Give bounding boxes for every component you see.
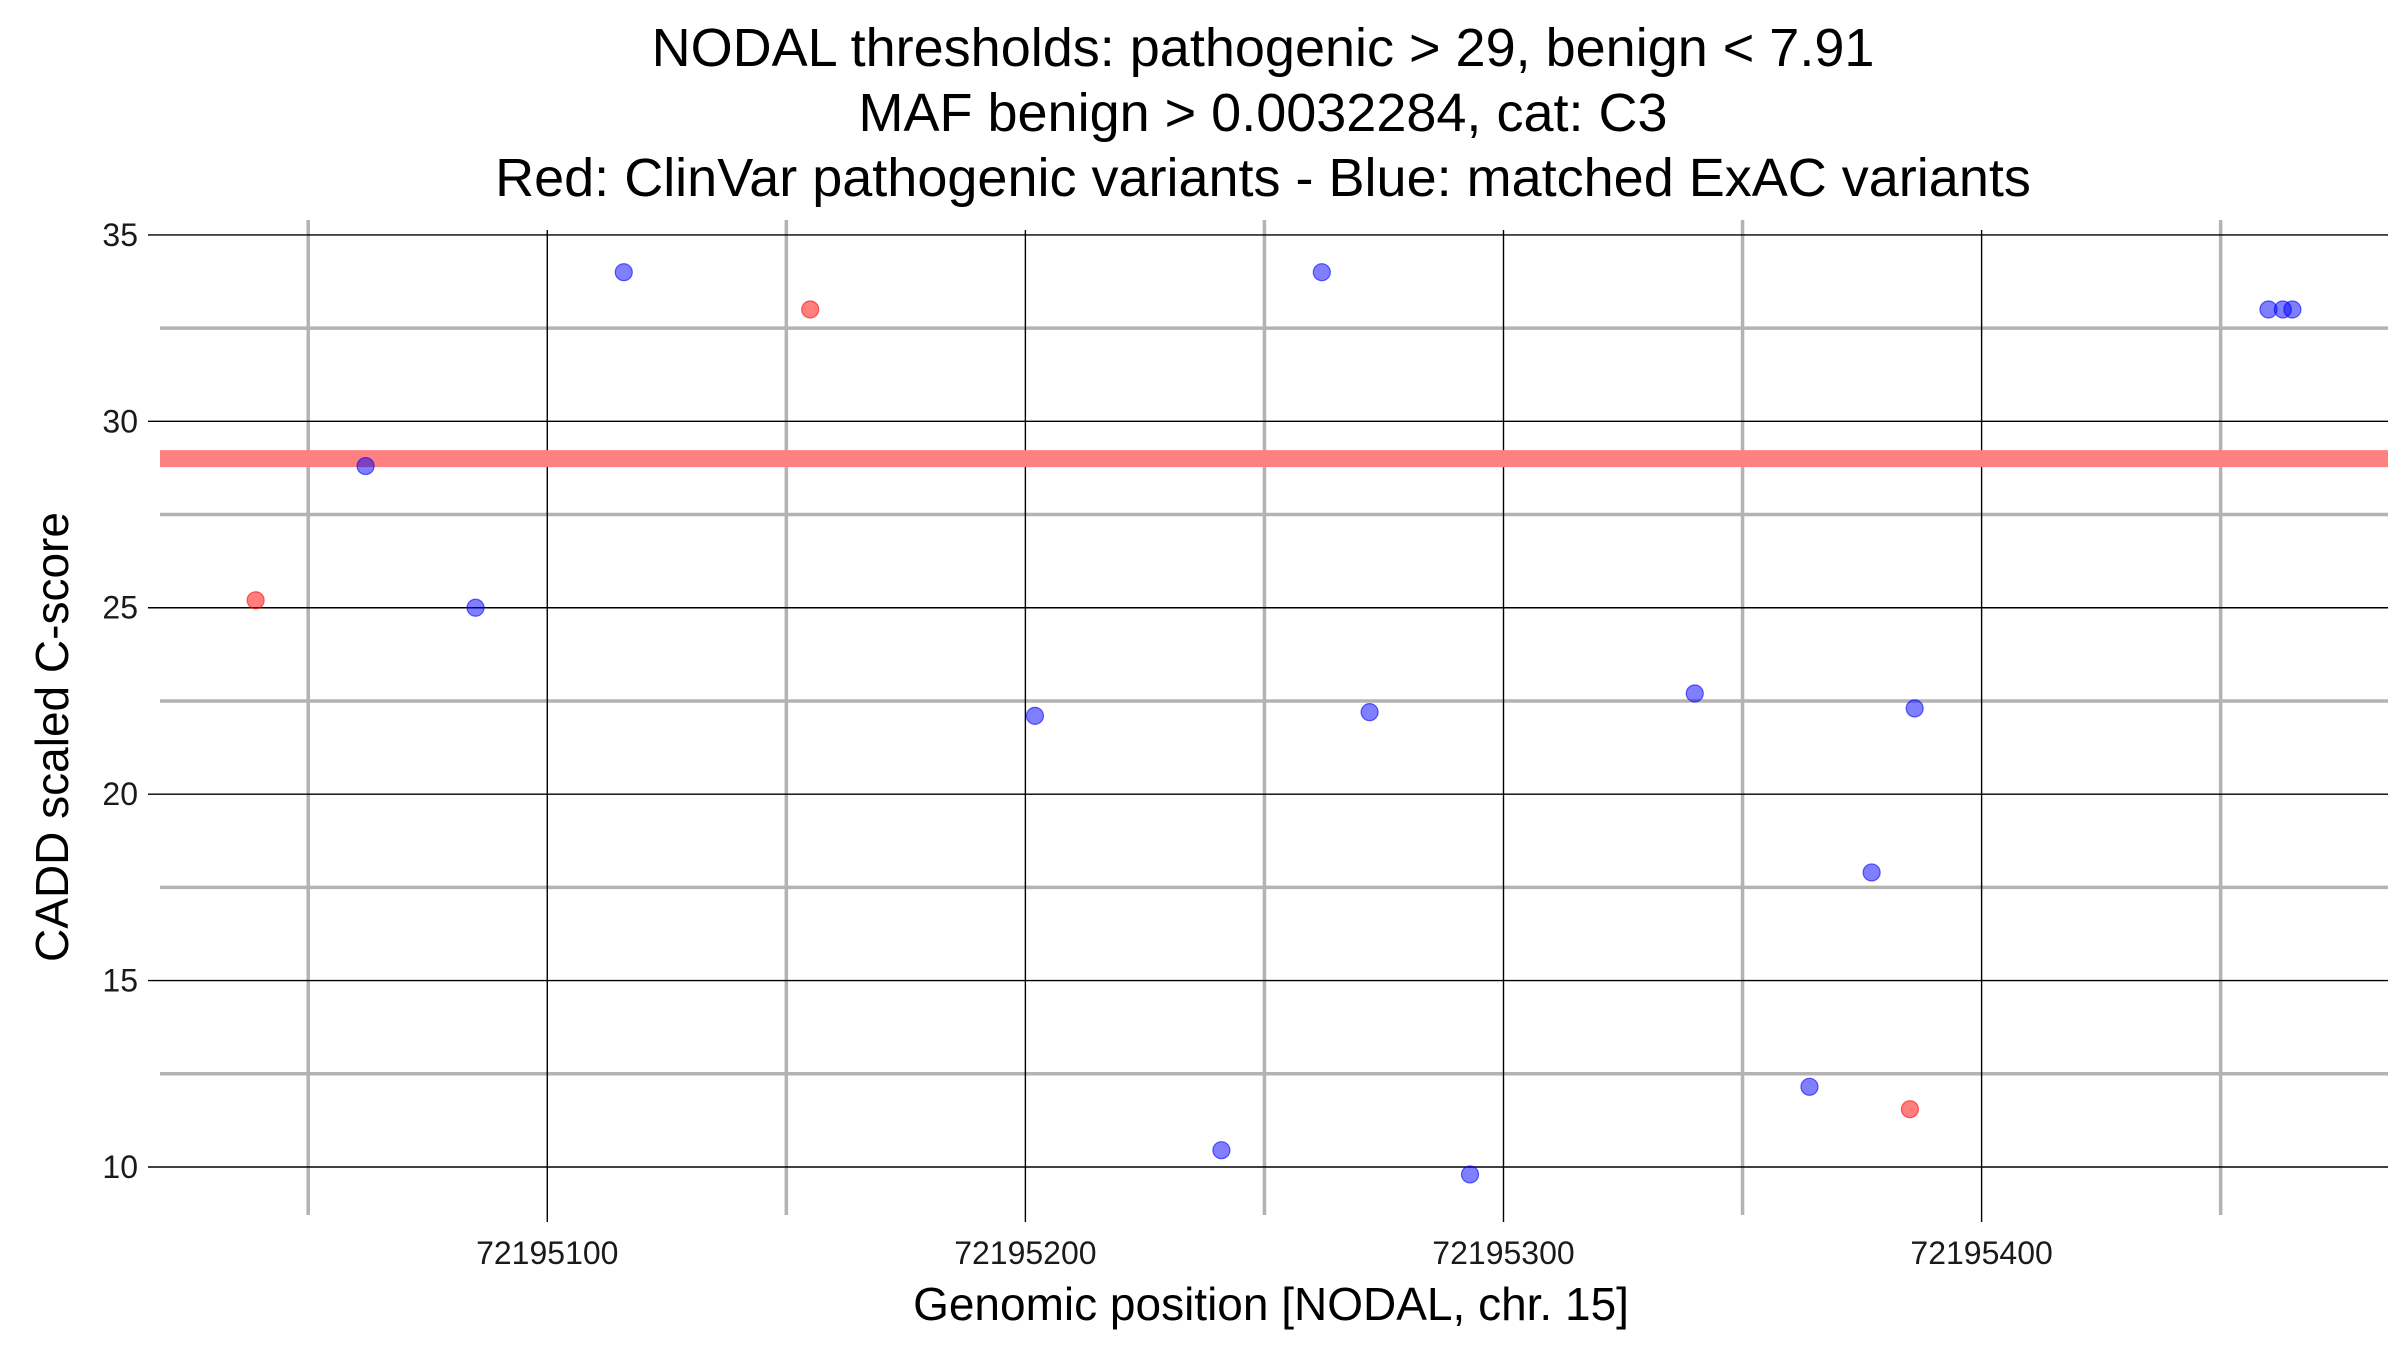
chart-title: NODAL thresholds: pathogenic > 29, benig… <box>495 18 2031 208</box>
exac-matched-point <box>1025 706 1045 725</box>
x-tick-label: 72195300 <box>1432 1235 1574 1271</box>
exac-matched-point <box>1312 263 1331 282</box>
x-tick-label: 72195200 <box>954 1235 1096 1271</box>
y-tick-label: 35 <box>102 217 138 253</box>
y-tick-label: 25 <box>102 590 138 626</box>
y-tick-label: 10 <box>102 1149 138 1185</box>
exac-matched-point <box>356 456 375 476</box>
exac-matched-point <box>614 263 633 282</box>
y-tick-label: 15 <box>102 963 138 999</box>
exac-matched-point <box>1460 1165 1480 1184</box>
y-tick-label: 30 <box>102 403 138 439</box>
exac-matched-point <box>1905 699 1924 718</box>
major-gridlines <box>148 230 2388 1222</box>
exac-matched-point <box>1800 1077 1819 1096</box>
clinvar-pathogenic-point <box>1900 1100 1919 1119</box>
exac-matched-point <box>1685 684 1704 703</box>
clinvar-pathogenic-point <box>801 300 820 319</box>
exac-matched-point <box>1360 703 1379 722</box>
x-tick-label: 72195400 <box>1910 1235 2052 1271</box>
x-axis-title: Genomic position [NODAL, chr. 15] <box>913 1278 1629 1330</box>
exac-matched-point <box>2283 300 2302 319</box>
minor-gridlines <box>160 220 2388 1215</box>
data-points <box>246 263 2302 1184</box>
y-axis: 10 15 20 25 30 35 <box>102 217 138 1185</box>
exac-matched-point <box>466 598 485 617</box>
chart-title-line-3: Red: ClinVar pathogenic variants - Blue:… <box>495 148 2031 208</box>
y-tick-label: 20 <box>102 776 138 812</box>
chart-title-line-2: MAF benign > 0.0032284, cat: C3 <box>858 83 1667 143</box>
chart-title-line-1: NODAL thresholds: pathogenic > 29, benig… <box>652 18 1875 78</box>
exac-matched-point <box>1212 1141 1231 1160</box>
exac-matched-point <box>1862 863 1881 882</box>
clinvar-pathogenic-point <box>246 591 265 610</box>
x-axis: 72195100 72195200 72195300 72195400 <box>476 1235 2053 1271</box>
x-tick-label: 72195100 <box>476 1235 618 1271</box>
y-axis-title: CADD scaled C-score <box>26 512 78 962</box>
